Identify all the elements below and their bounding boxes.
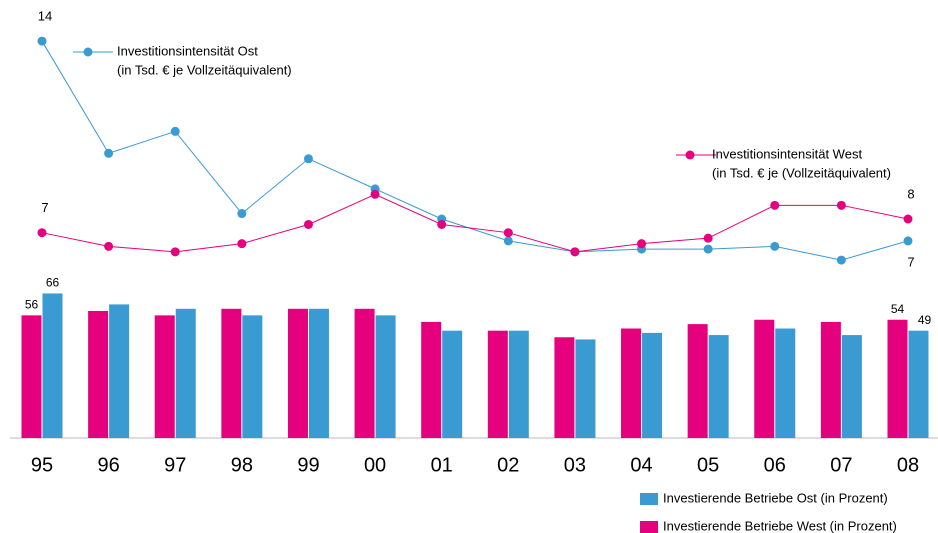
point [303, 154, 313, 164]
bar [109, 304, 130, 438]
point [170, 126, 180, 136]
point [703, 233, 713, 243]
point [836, 255, 846, 265]
point [37, 36, 47, 46]
bar [242, 315, 263, 438]
data-label: 14 [38, 9, 52, 24]
x-tick-label: 96 [97, 454, 119, 476]
legend-label: Investitionsintensität West [712, 146, 862, 161]
legend-label: Investierende Betriebe West (in Prozent) [663, 518, 897, 533]
bar [754, 319, 775, 438]
legend-dot [83, 47, 93, 57]
bar [554, 337, 575, 438]
point [836, 200, 846, 210]
x-tick-label: 97 [164, 454, 186, 476]
point [770, 200, 780, 210]
data-label: 54 [891, 302, 905, 316]
data-label: 7 [41, 200, 48, 215]
bar [42, 293, 63, 438]
data-label: 66 [46, 276, 60, 290]
point [770, 241, 780, 251]
legend-label: Investitionsintensität Ost [117, 43, 258, 58]
data-label: 56 [25, 298, 39, 312]
line [41, 193, 909, 253]
bar [221, 308, 242, 438]
bar [21, 315, 42, 438]
bar [442, 330, 463, 438]
point [37, 228, 47, 238]
bar [775, 328, 796, 438]
bar [487, 330, 508, 438]
bar [88, 310, 109, 438]
point [237, 239, 247, 249]
x-tick-label: 02 [497, 454, 519, 476]
bar [421, 321, 442, 438]
x-tick-label: 00 [364, 454, 386, 476]
bar [308, 308, 329, 438]
point [170, 247, 180, 257]
data-label: 49 [918, 313, 932, 327]
bar [154, 315, 175, 438]
bar [375, 315, 396, 438]
x-tick-label: 98 [231, 454, 253, 476]
point [370, 189, 380, 199]
point [237, 209, 247, 219]
legend-dot [685, 150, 695, 160]
point [637, 239, 647, 249]
legend-note: (in Tsd. € je (Vollzeitäquivalent) [712, 165, 891, 180]
x-tick-label: 05 [697, 454, 719, 476]
point [503, 228, 513, 238]
x-tick-label: 06 [764, 454, 786, 476]
data-label: 8 [907, 186, 914, 201]
bar [508, 330, 529, 438]
bar [642, 332, 663, 438]
point [570, 247, 580, 257]
point [437, 219, 447, 229]
bar [908, 330, 929, 438]
bar [575, 339, 596, 438]
x-tick-label: 99 [297, 454, 319, 476]
bar [820, 321, 841, 438]
bar [887, 319, 908, 438]
point [104, 241, 114, 251]
point [703, 244, 713, 254]
point [503, 236, 513, 246]
x-tick-label: 01 [431, 454, 453, 476]
bar [687, 324, 708, 438]
bar [287, 308, 308, 438]
bar [708, 335, 729, 438]
x-tick-label: 03 [564, 454, 586, 476]
point [903, 236, 913, 246]
point [903, 214, 913, 224]
legend-label: Investierende Betriebe Ost (in Prozent) [663, 490, 888, 505]
bar [621, 328, 642, 438]
x-tick-label: 95 [31, 454, 53, 476]
x-tick-label: 07 [830, 454, 852, 476]
x-tick-label: 08 [897, 454, 919, 476]
point [303, 219, 313, 229]
legend-swatch [640, 521, 658, 533]
x-tick-label: 04 [630, 454, 652, 476]
legend-swatch [640, 493, 658, 505]
point [104, 148, 114, 158]
data-label: 7 [907, 254, 914, 269]
line [41, 40, 909, 261]
bar [175, 308, 196, 438]
bar [354, 308, 375, 438]
bar [841, 335, 862, 438]
legend-note: (in Tsd. € je Vollzeitäquivalent) [117, 62, 292, 77]
